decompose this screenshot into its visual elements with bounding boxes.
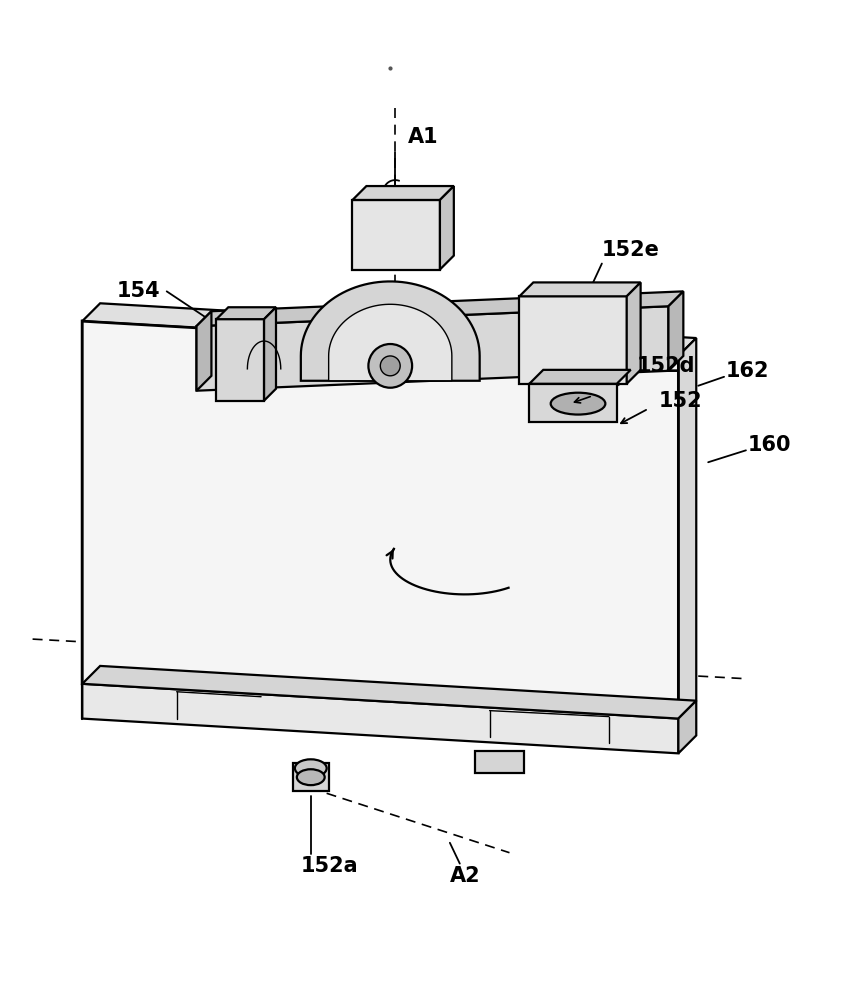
Polygon shape xyxy=(196,311,211,391)
Polygon shape xyxy=(626,282,641,384)
Text: 154: 154 xyxy=(117,281,160,301)
Polygon shape xyxy=(529,370,631,384)
Text: 152a: 152a xyxy=(301,856,359,876)
Polygon shape xyxy=(301,281,480,381)
Polygon shape xyxy=(196,306,668,391)
Polygon shape xyxy=(196,291,683,326)
Polygon shape xyxy=(668,291,683,371)
Polygon shape xyxy=(353,200,440,270)
Ellipse shape xyxy=(297,769,324,785)
Circle shape xyxy=(380,356,400,376)
Ellipse shape xyxy=(295,759,327,777)
Polygon shape xyxy=(519,296,626,384)
Polygon shape xyxy=(679,338,696,719)
Polygon shape xyxy=(529,384,617,422)
Polygon shape xyxy=(329,304,452,381)
Text: 160: 160 xyxy=(748,435,791,455)
Ellipse shape xyxy=(551,393,606,415)
Polygon shape xyxy=(82,684,679,753)
Text: 152e: 152e xyxy=(601,240,660,260)
Polygon shape xyxy=(82,321,679,719)
Text: A2: A2 xyxy=(450,866,480,886)
Polygon shape xyxy=(82,666,696,719)
Circle shape xyxy=(368,344,412,388)
Polygon shape xyxy=(679,701,696,753)
Polygon shape xyxy=(293,763,329,791)
Polygon shape xyxy=(353,186,454,200)
Polygon shape xyxy=(216,319,264,401)
Text: 162: 162 xyxy=(726,361,770,381)
Polygon shape xyxy=(519,282,641,296)
Polygon shape xyxy=(440,186,454,270)
Polygon shape xyxy=(216,307,276,319)
Polygon shape xyxy=(474,751,524,773)
Polygon shape xyxy=(264,307,276,401)
Polygon shape xyxy=(82,303,696,356)
Text: 152d: 152d xyxy=(637,356,695,376)
Text: 152: 152 xyxy=(658,391,702,411)
Text: A1: A1 xyxy=(408,127,438,147)
Polygon shape xyxy=(82,321,679,719)
